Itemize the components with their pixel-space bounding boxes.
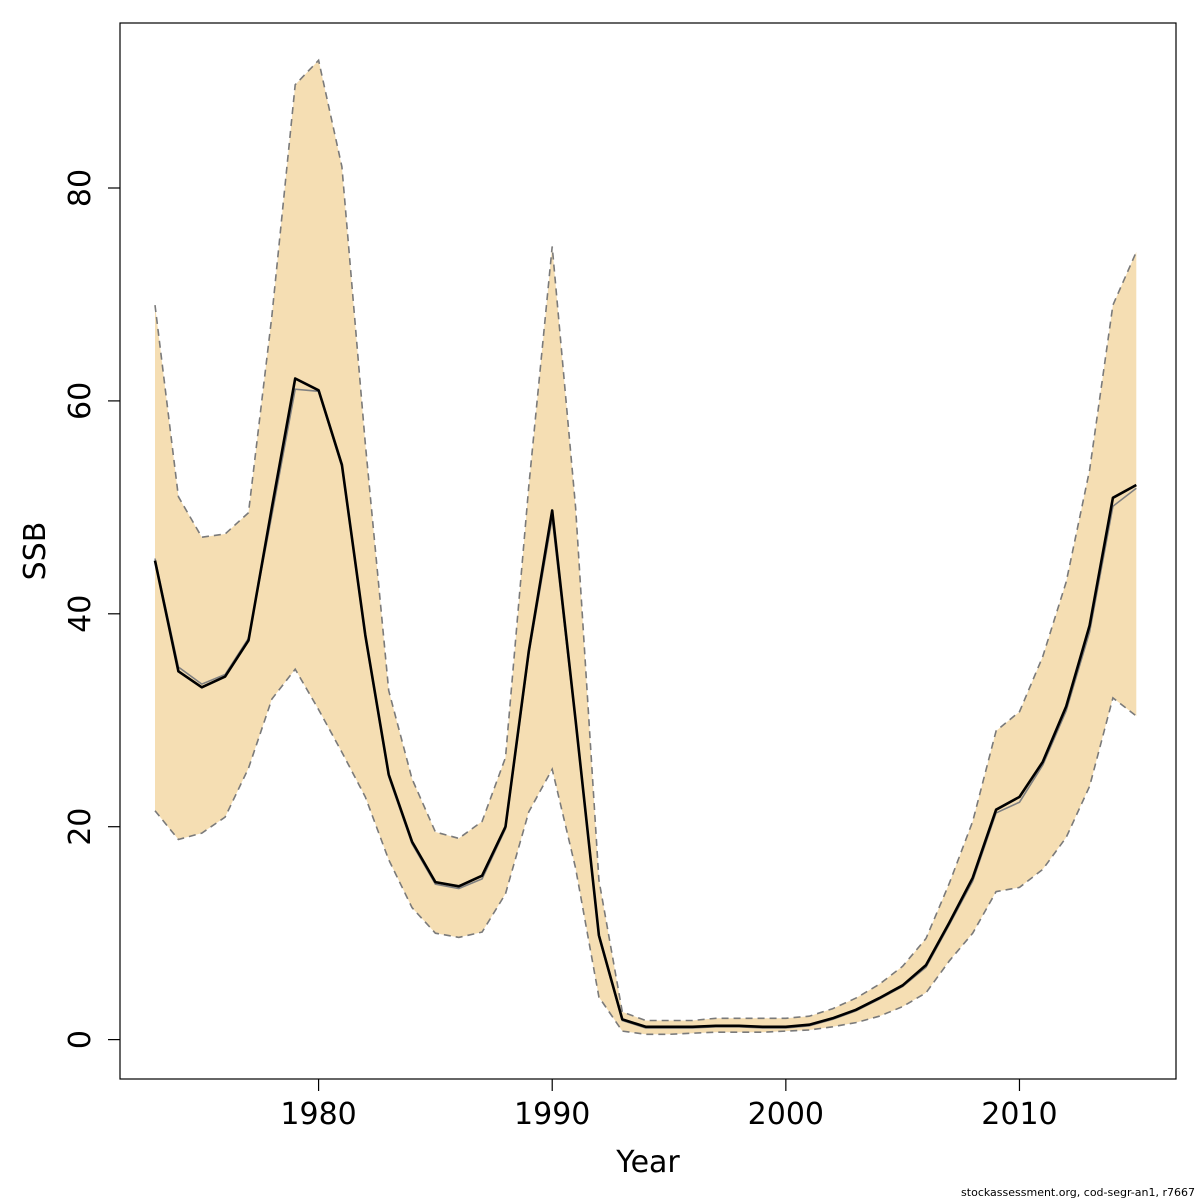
upper-bound-line [154, 58, 1138, 1022]
plot-frame [119, 22, 1177, 1080]
x-tick-label: 2000 [748, 1097, 824, 1132]
confidence-band-layer [155, 60, 1137, 1035]
x-tick-label: 2010 [981, 1097, 1057, 1132]
y-axis: 0 20 40 60 80 [63, 169, 120, 1049]
lower-bound-line [154, 667, 1137, 1036]
x-axis: 1980 1990 2000 2010 [280, 1079, 1058, 1132]
y-tick-label: 20 [63, 808, 98, 846]
y-tick-label: 40 [63, 595, 98, 633]
y-tick-label: 60 [63, 382, 98, 420]
x-tick-label: 1980 [280, 1097, 356, 1132]
y-tick-label: 0 [63, 1030, 98, 1049]
series-lines-layer [153, 58, 1138, 1036]
confidence-band [155, 60, 1137, 1035]
x-tick-label: 1990 [514, 1097, 590, 1132]
y-tick-label: 80 [63, 169, 98, 207]
estimate-line [153, 377, 1137, 1029]
x-axis-title: Year [615, 1145, 680, 1180]
y-axis-title: SSB [18, 522, 53, 581]
footer-note: stockassessment.org, cod-segr-an1, r7667 [961, 1186, 1195, 1199]
